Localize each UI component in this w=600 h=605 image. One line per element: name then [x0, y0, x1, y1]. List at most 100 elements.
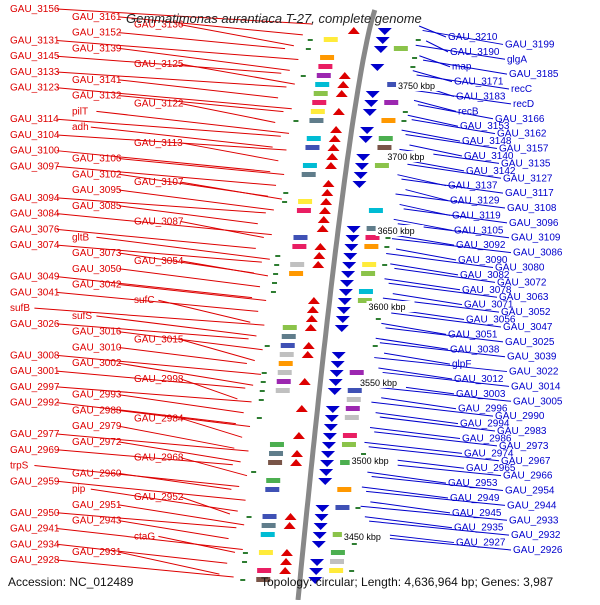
right-gene-label[interactable]: GAU_3199 — [505, 39, 555, 50]
right-gene-label[interactable]: GAU_3210 — [448, 32, 498, 43]
left-gene-label[interactable]: sufS — [72, 311, 92, 322]
left-gene-label[interactable]: GAU_3114 — [10, 114, 59, 125]
left-gene-label[interactable]: GAU_3139 — [72, 43, 122, 54]
right-gene-label[interactable]: GAU_2966 — [503, 471, 553, 482]
right-gene-label[interactable]: GAU_2996 — [458, 404, 508, 415]
left-gene-label[interactable]: GAU_2928 — [10, 555, 60, 566]
left-gene-label[interactable]: GAU_3102 — [72, 169, 122, 180]
left-gene-label[interactable]: GAU_3132 — [72, 91, 122, 102]
left-gene-label[interactable]: GAU_3156 — [10, 4, 60, 15]
left-gene-label[interactable]: GAU_2959 — [10, 476, 60, 487]
right-gene-label[interactable]: recC — [511, 84, 532, 95]
right-gene-label[interactable]: GAU_3047 — [503, 322, 553, 333]
right-gene-label[interactable]: GAU_2967 — [501, 456, 551, 467]
left-gene-label[interactable]: GAU_2988 — [72, 405, 122, 416]
right-gene-label[interactable]: GAU_2932 — [511, 530, 561, 541]
left-gene-label[interactable]: GAU_3141 — [72, 75, 122, 86]
right-gene-label[interactable]: GAU_3022 — [509, 367, 559, 378]
left-gene-label[interactable]: GAU_3074 — [10, 240, 60, 251]
right-gene-label[interactable]: GAU_3153 — [460, 121, 510, 132]
right-gene-label[interactable]: GAU_2965 — [466, 463, 516, 474]
left-gene-label[interactable]: GAU_3073 — [72, 248, 122, 259]
left-gene-label[interactable]: GAU_2951 — [72, 500, 122, 511]
right-gene-label[interactable]: GAU_3039 — [507, 352, 557, 363]
left-gene-label[interactable]: GAU_3100 — [10, 146, 60, 157]
right-gene-label[interactable]: GAU_3190 — [450, 47, 500, 58]
right-gene-label[interactable]: GAU_3090 — [458, 255, 508, 266]
right-gene-label[interactable]: GAU_3063 — [499, 292, 549, 303]
left-gene-label[interactable]: GAU_2977 — [10, 429, 60, 440]
left-gene-label[interactable]: GAU_3008 — [10, 350, 60, 361]
right-gene-label[interactable]: GAU_3185 — [509, 69, 559, 80]
right-gene-label[interactable]: recD — [513, 99, 534, 110]
left-gene-label[interactable]: GAU_3002 — [72, 358, 122, 369]
left-gene-label[interactable]: GAU_3041 — [10, 287, 60, 298]
right-gene-label[interactable]: recB — [458, 106, 479, 117]
left-gene-label[interactable]: GAU_3125 — [134, 59, 184, 70]
right-gene-label[interactable]: GAU_2990 — [495, 411, 545, 422]
left-gene-label[interactable]: GAU_3085 — [72, 201, 122, 212]
right-gene-label[interactable]: GAU_3082 — [460, 270, 510, 281]
left-gene-label[interactable]: pip — [72, 484, 86, 495]
left-gene-label[interactable]: GAU_2952 — [134, 492, 184, 503]
right-gene-label[interactable]: GAU_3148 — [462, 136, 512, 147]
left-gene-label[interactable]: GAU_2943 — [72, 516, 122, 527]
right-gene-label[interactable]: GAU_3171 — [454, 77, 504, 88]
left-gene-label[interactable]: GAU_3042 — [72, 280, 122, 291]
left-gene-label[interactable]: GAU_3104 — [10, 130, 60, 141]
right-gene-label[interactable]: GAU_3108 — [507, 203, 557, 214]
left-gene-label[interactable]: GAU_3122 — [134, 98, 184, 109]
right-gene-label[interactable]: glpF — [452, 359, 471, 370]
right-gene-label[interactable]: GAU_2935 — [454, 523, 504, 534]
left-gene-label[interactable]: GAU_3095 — [72, 185, 122, 196]
left-gene-label[interactable]: GAU_3106 — [72, 154, 122, 165]
right-gene-label[interactable]: glgA — [507, 54, 527, 65]
right-gene-label[interactable]: map — [452, 62, 472, 73]
left-gene-label[interactable]: GAU_3123 — [10, 83, 60, 94]
left-gene-label[interactable]: GAU_3136 — [134, 20, 184, 31]
right-gene-label[interactable]: GAU_3137 — [448, 181, 498, 192]
right-gene-label[interactable]: GAU_3109 — [511, 233, 561, 244]
left-gene-label[interactable]: GAU_2984 — [134, 413, 184, 424]
right-gene-label[interactable]: GAU_2953 — [448, 478, 498, 489]
left-gene-label[interactable]: GAU_2960 — [72, 468, 122, 479]
left-gene-label[interactable]: GAU_3016 — [72, 327, 122, 338]
left-gene-label[interactable]: GAU_2968 — [134, 453, 184, 464]
right-gene-label[interactable]: GAU_2926 — [513, 545, 563, 556]
left-gene-label[interactable]: GAU_3076 — [10, 224, 60, 235]
left-gene-label[interactable]: GAU_2950 — [10, 508, 60, 519]
left-gene-label[interactable]: GAU_2979 — [72, 421, 122, 432]
left-gene-label[interactable]: GAU_3097 — [10, 161, 60, 172]
right-gene-label[interactable]: GAU_3092 — [456, 240, 506, 251]
right-gene-label[interactable]: GAU_2983 — [497, 426, 547, 437]
right-gene-label[interactable]: GAU_3072 — [497, 277, 547, 288]
left-gene-label[interactable]: GAU_2969 — [10, 445, 60, 456]
right-gene-label[interactable]: GAU_2933 — [509, 515, 559, 526]
left-gene-label[interactable]: GAU_3001 — [10, 366, 60, 377]
right-gene-label[interactable]: GAU_3096 — [509, 218, 559, 229]
left-gene-label[interactable]: GAU_2992 — [10, 398, 60, 409]
left-gene-label[interactable]: GAU_3054 — [134, 256, 184, 267]
left-gene-label[interactable]: GAU_3145 — [10, 51, 60, 62]
right-gene-label[interactable]: GAU_3078 — [462, 285, 512, 296]
right-gene-label[interactable]: GAU_3117 — [505, 188, 554, 199]
right-gene-label[interactable]: GAU_3005 — [513, 396, 563, 407]
right-gene-label[interactable]: GAU_2994 — [460, 419, 510, 430]
left-gene-label[interactable]: GAU_3084 — [10, 209, 60, 220]
left-gene-label[interactable]: GAU_3010 — [72, 342, 122, 353]
left-gene-label[interactable]: GAU_3131 — [10, 35, 60, 46]
right-gene-label[interactable]: GAU_3025 — [505, 337, 555, 348]
left-gene-label[interactable]: sufB — [10, 303, 30, 314]
left-gene-label[interactable]: ctaG — [134, 531, 155, 542]
left-gene-label[interactable]: GAU_3094 — [10, 193, 60, 204]
left-gene-label[interactable]: GAU_2931 — [72, 547, 122, 558]
left-gene-label[interactable]: GAU_2941 — [10, 524, 60, 535]
right-gene-label[interactable]: GAU_3129 — [450, 196, 500, 207]
right-gene-label[interactable]: GAU_3157 — [499, 144, 549, 155]
right-gene-label[interactable]: GAU_2945 — [452, 508, 502, 519]
left-gene-label[interactable]: GAU_3050 — [72, 264, 122, 275]
right-gene-label[interactable]: GAU_2973 — [499, 441, 549, 452]
right-gene-label[interactable]: GAU_2986 — [462, 433, 512, 444]
right-gene-label[interactable]: GAU_3003 — [456, 389, 506, 400]
right-gene-label[interactable]: GAU_2954 — [505, 486, 555, 497]
